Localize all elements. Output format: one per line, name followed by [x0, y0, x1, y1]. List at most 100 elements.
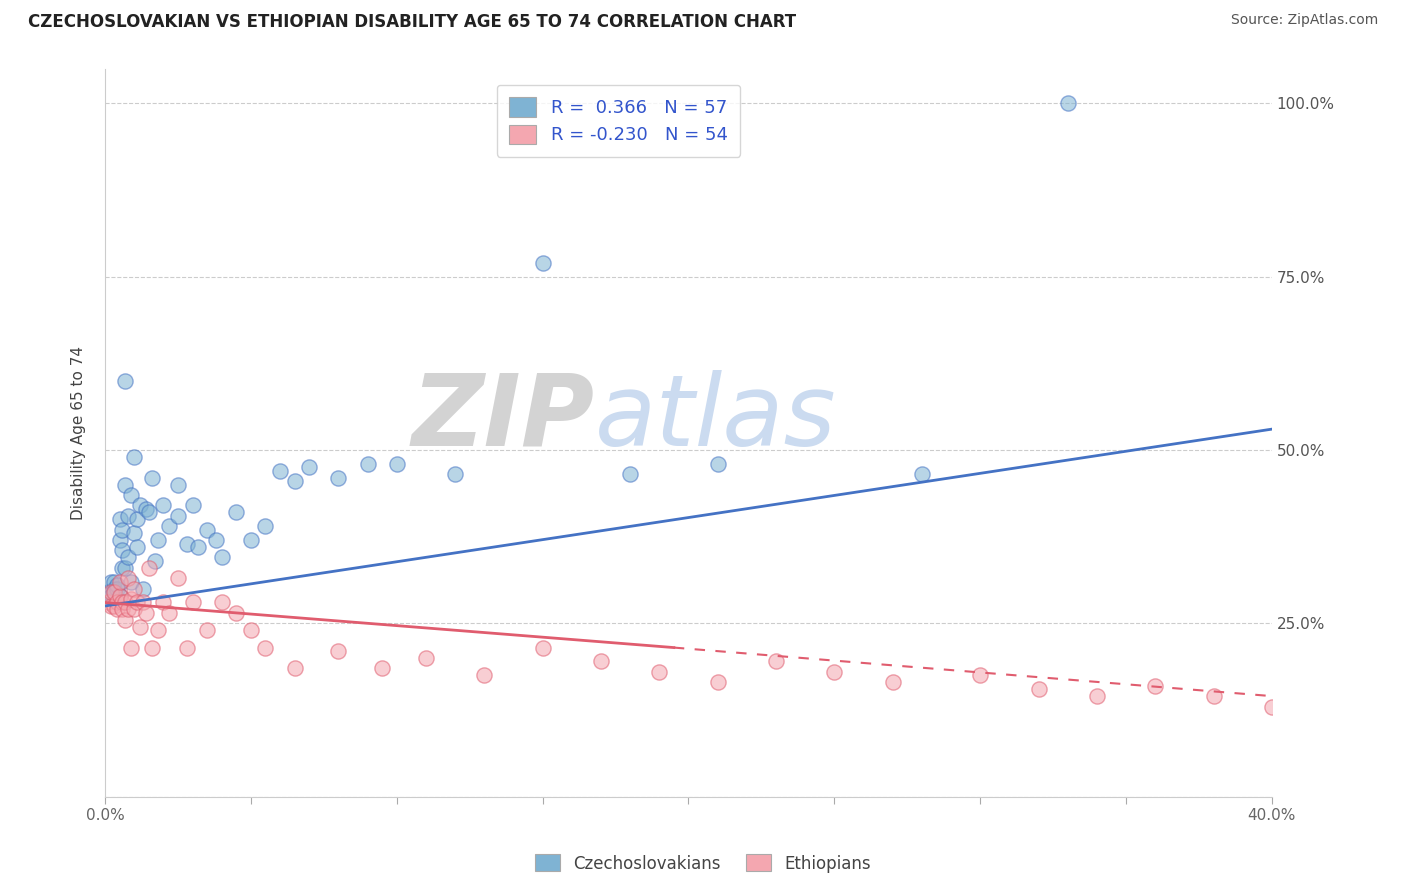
Point [100, 585, 122, 599]
Point [103, 582, 125, 596]
Point [284, 661, 307, 675]
Point [167, 571, 190, 585]
Point [328, 471, 350, 485]
Point [589, 655, 612, 669]
Point [122, 526, 145, 541]
Point [108, 574, 131, 589]
Point [706, 457, 728, 471]
Point [117, 550, 139, 565]
Point [385, 457, 408, 471]
Point [129, 499, 152, 513]
Point [108, 533, 131, 547]
Point [117, 571, 139, 585]
Point [823, 665, 845, 679]
Point [111, 523, 134, 537]
Point [531, 256, 554, 270]
Point [138, 561, 160, 575]
Point [211, 550, 233, 565]
Point [181, 595, 204, 609]
Point [152, 595, 174, 609]
Point [111, 543, 134, 558]
Point [619, 467, 641, 482]
Point [141, 640, 163, 655]
Point [211, 595, 233, 609]
Point [97, 585, 120, 599]
Text: atlas: atlas [595, 369, 837, 467]
Point [103, 585, 125, 599]
Point [114, 561, 136, 575]
Point [103, 574, 125, 589]
Point [1056, 96, 1078, 111]
Point [125, 512, 148, 526]
Point [141, 471, 163, 485]
Point [120, 640, 142, 655]
Point [187, 540, 209, 554]
Point [114, 595, 136, 609]
Point [100, 599, 122, 613]
Point [205, 533, 228, 547]
Point [146, 624, 169, 638]
Point [882, 675, 904, 690]
Point [114, 374, 136, 388]
Point [152, 499, 174, 513]
Point [135, 606, 157, 620]
Point [125, 540, 148, 554]
Point [129, 620, 152, 634]
Point [108, 589, 131, 603]
Point [298, 460, 321, 475]
Point [108, 512, 131, 526]
Point [122, 602, 145, 616]
Point [138, 505, 160, 519]
Point [472, 668, 495, 682]
Point [176, 536, 198, 550]
Point [1261, 699, 1284, 714]
Point [1028, 682, 1050, 697]
Point [225, 606, 247, 620]
Point [111, 595, 134, 609]
Point [706, 675, 728, 690]
Text: CZECHOSLOVAKIAN VS ETHIOPIAN DISABILITY AGE 65 TO 74 CORRELATION CHART: CZECHOSLOVAKIAN VS ETHIOPIAN DISABILITY … [28, 13, 796, 31]
Point [444, 467, 467, 482]
Point [122, 582, 145, 596]
Point [254, 640, 277, 655]
Point [105, 578, 128, 592]
Point [284, 474, 307, 488]
Point [103, 599, 125, 613]
Legend: Czechoslovakians, Ethiopians: Czechoslovakians, Ethiopians [529, 847, 877, 880]
Point [195, 624, 218, 638]
Point [225, 505, 247, 519]
Point [132, 582, 155, 596]
Point [114, 477, 136, 491]
Point [911, 467, 934, 482]
Point [125, 595, 148, 609]
Text: ZIP: ZIP [412, 369, 595, 467]
Point [195, 523, 218, 537]
Text: Source: ZipAtlas.com: Source: ZipAtlas.com [1230, 13, 1378, 28]
Point [105, 595, 128, 609]
Point [108, 589, 131, 603]
Point [132, 595, 155, 609]
Point [114, 613, 136, 627]
Point [157, 519, 180, 533]
Point [157, 606, 180, 620]
Point [143, 554, 166, 568]
Point [97, 595, 120, 609]
Point [105, 602, 128, 616]
Point [100, 574, 122, 589]
Point [239, 624, 262, 638]
Point [269, 464, 291, 478]
Point [120, 488, 142, 502]
Point [117, 508, 139, 523]
Point [122, 450, 145, 464]
Point [167, 508, 190, 523]
Point [176, 640, 198, 655]
Point [531, 640, 554, 655]
Point [1202, 689, 1225, 703]
Point [328, 644, 350, 658]
Point [239, 533, 262, 547]
Point [1085, 689, 1108, 703]
Point [181, 499, 204, 513]
Point [111, 561, 134, 575]
Point [1144, 679, 1167, 693]
Point [371, 661, 394, 675]
